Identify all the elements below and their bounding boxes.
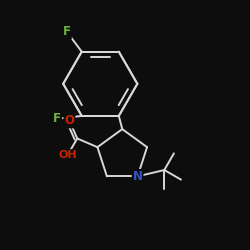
Text: OH: OH bbox=[58, 150, 77, 160]
Text: O: O bbox=[64, 114, 74, 128]
Text: F: F bbox=[63, 26, 71, 38]
Text: F: F bbox=[53, 112, 61, 125]
Text: N: N bbox=[132, 170, 142, 183]
